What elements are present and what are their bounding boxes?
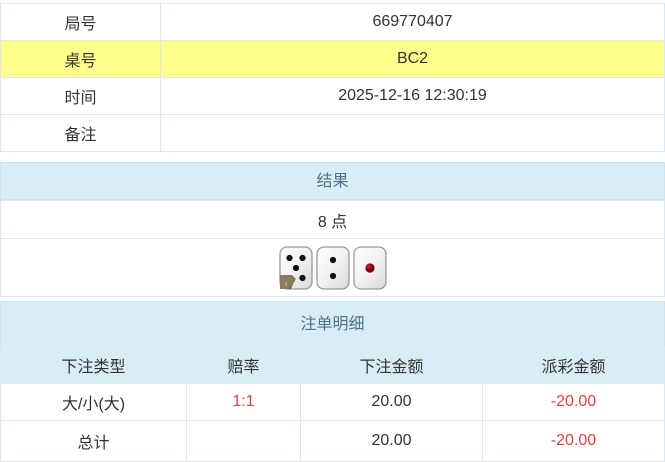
svg-text:i: i	[285, 281, 286, 288]
